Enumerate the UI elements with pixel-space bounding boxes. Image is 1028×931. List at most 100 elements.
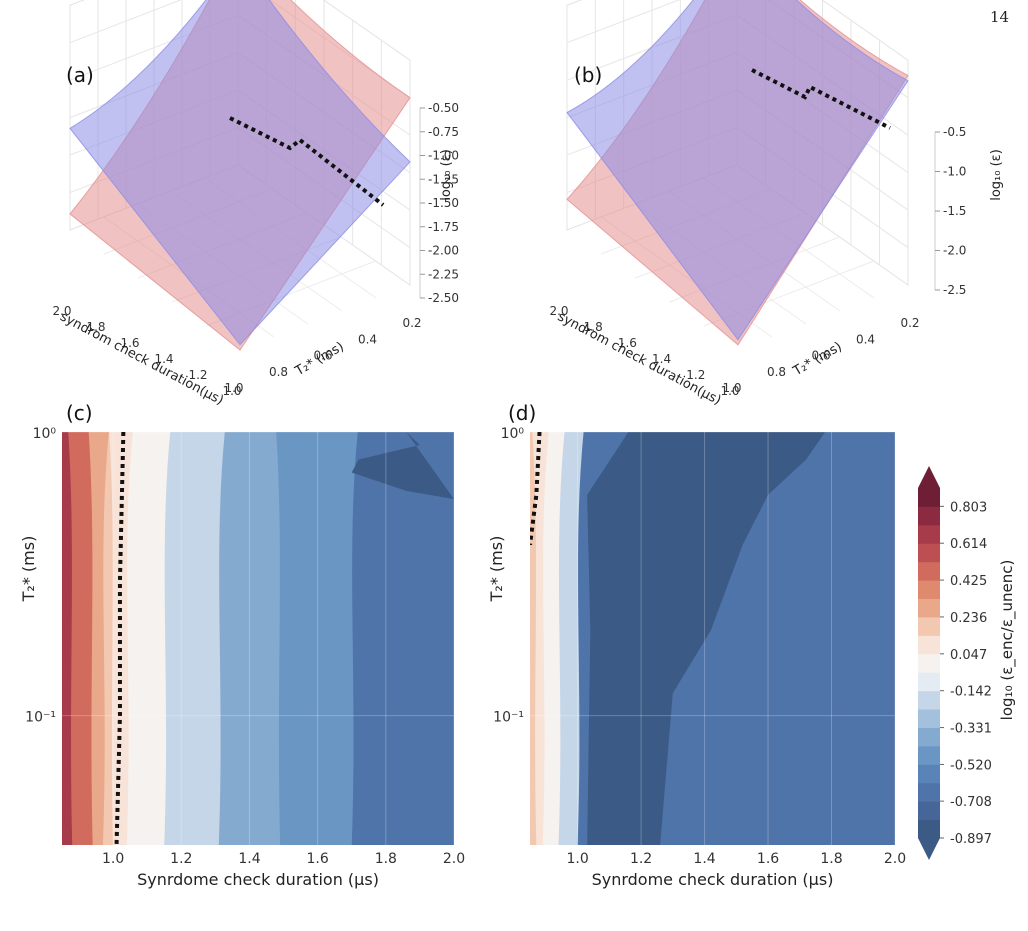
x-axis-label: Synrdome check duration (μs): [592, 870, 834, 889]
z-tick-label: -2.0: [943, 244, 966, 258]
colorbar-tick-label: -0.142: [950, 685, 992, 700]
colorbar-tick-label: 0.614: [950, 537, 987, 552]
x-tick-label: 1.6: [120, 336, 139, 350]
y-tick-label: 0.6: [313, 349, 332, 363]
panel-label: (b): [574, 63, 602, 87]
x-axis-label: syndrom check duration(μs): [555, 309, 723, 408]
x-tick-label: 1.4: [238, 851, 260, 867]
y-tick-label: 10⁰: [33, 426, 57, 442]
y-axis-label: T₂* (ms): [19, 536, 38, 603]
z-tick-label: -0.50: [428, 101, 459, 115]
x-axis-label: Synrdome check duration (μs): [137, 870, 379, 889]
panel-label: (c): [66, 401, 93, 425]
z-tick-label: -0.75: [428, 125, 459, 139]
contour-fill: [530, 432, 895, 845]
surface-panel-a: -0.50 -0.75 -1.00 -1.25 -1.50 -1.75 -2.00 -2.25…: [52, 0, 459, 408]
z-tick-label: -1.50: [428, 196, 459, 210]
x-tick-label: 1.2: [630, 851, 652, 867]
colorbar-tick-label: -0.897: [950, 832, 992, 847]
x-tick-label: 1.8: [820, 851, 842, 867]
colorbar-segment: [918, 616, 940, 636]
z-axis-label: log₁₀ (ε): [989, 149, 1004, 201]
crossing-line: [751, 68, 891, 130]
x-tick-label: 1.8: [375, 851, 397, 867]
colorbar-tick-label: 0.047: [950, 648, 987, 663]
contour-band-darkest: [587, 432, 826, 845]
colorbar-extend-bottom: [918, 838, 940, 860]
x-tick-label: 1.8: [584, 320, 603, 334]
contour-panel-d: 1.0 1.2 1.4 1.6 1.8 2.0 10⁰ 10⁻¹ Synrdome check …: [487, 401, 906, 889]
x-tick-label: 2.0: [884, 851, 906, 867]
page-number: 14: [990, 8, 1010, 26]
z-tick-label: -2.25: [428, 267, 459, 281]
colorbar-segment: [918, 543, 940, 563]
x-tick-label: 1.0: [566, 851, 588, 867]
x-tick-label: 1.2: [188, 368, 207, 382]
colorbar-tick-label: 0.425: [950, 574, 987, 589]
colorbar-tick-label: -0.520: [950, 758, 992, 773]
y-tick-label: 0.8: [269, 365, 288, 379]
z-tick-label: -1.75: [428, 220, 459, 234]
x-tick-label: 1.6: [307, 851, 329, 867]
colorbar-tick-label: -0.331: [950, 722, 992, 737]
x-axis-label: syndrom check duration(μs): [57, 309, 225, 408]
colorbar-extend-top: [918, 466, 940, 488]
colorbar: 0.803 0.614 0.425 0.236 0.047 -0.142 -0.331 -0.…: [918, 466, 1017, 860]
y-tick-label: 10⁻¹: [25, 710, 56, 726]
crossing-line: [114, 432, 126, 845]
colorbar-tick-label: -0.708: [950, 795, 992, 810]
colorbar-segment: [918, 709, 940, 728]
x-tick-label: 1.2: [170, 851, 192, 867]
colorbar-label: log₁₀ (ε_enc/ε_unenc): [998, 560, 1017, 721]
z-tick-label: -1.00: [428, 149, 459, 163]
y-axis-label: T₂* (ms): [487, 536, 506, 603]
contour-fill: [62, 432, 454, 845]
panel-label: (a): [66, 63, 94, 87]
colorbar-segment: [918, 782, 940, 802]
x-tick-label: 2.0: [549, 304, 568, 318]
colorbar-segment: [918, 727, 940, 747]
colorbar-segment: [918, 764, 940, 784]
colorbar-segment: [918, 580, 940, 600]
y-tick-label: 10⁰: [501, 426, 525, 442]
y-tick-label: 0.4: [856, 332, 875, 346]
y-tick-label: 10⁻¹: [493, 710, 524, 726]
y-axis-label: T₂* (ms): [292, 339, 347, 379]
colorbar-segment: [918, 598, 940, 618]
wall-gridline: [566, 0, 681, 44]
contour-band: [530, 432, 537, 845]
y-tick-label: 0.6: [811, 349, 830, 363]
colorbar-segment: [918, 819, 940, 839]
z-tick-label: -2.50: [428, 291, 459, 305]
wall-gridline: [69, 0, 182, 44]
panel-label: (d): [508, 401, 536, 425]
y-tick-label: 0.8: [767, 365, 786, 379]
y-tick-label: 0.2: [402, 316, 421, 330]
surface-unencoded: [566, 0, 909, 341]
z-tick-label: -1.0: [943, 165, 966, 179]
x-tick-label: 1.0: [222, 384, 241, 398]
y-tick-label: 0.4: [358, 332, 377, 346]
surface-plots-layer: -0.50 -0.75 -1.00 -1.25 -1.50 -1.75 -2.00 -2.25…: [52, 0, 1004, 408]
colorbar-tick-label: 0.803: [950, 500, 987, 515]
z-tick-label: -0.5: [943, 125, 966, 139]
y-tick-label: 0.2: [900, 316, 919, 330]
colorbar-segment: [918, 524, 940, 544]
z-tick-label: -1.5: [943, 204, 966, 218]
z-axis-label: log₁₀ (ε): [439, 149, 454, 201]
y-axis-label: T₂* (ms): [790, 339, 845, 379]
x-tick-label: 1.2: [686, 368, 705, 382]
x-tick-label: 1.4: [693, 851, 715, 867]
z-tick-label: -2.5: [943, 283, 966, 297]
crossing-line: [530, 432, 542, 546]
colorbar-segment: [918, 672, 940, 692]
colorbar-tick-label: 0.236: [950, 611, 987, 626]
z-tick-label: -1.25: [428, 172, 459, 186]
colorbar-segment: [918, 690, 940, 710]
x-tick-label: 1.6: [618, 336, 637, 350]
x-tick-label: 1.0: [720, 384, 739, 398]
surface-panel-b: -0.5 -1.0 -1.5 -2.0 -2.5 log₁₀ (ε) 2.0 1.8 1.6 1.…: [549, 0, 1004, 408]
x-tick-label: 1.4: [154, 352, 173, 366]
crossing-line: [229, 116, 385, 207]
